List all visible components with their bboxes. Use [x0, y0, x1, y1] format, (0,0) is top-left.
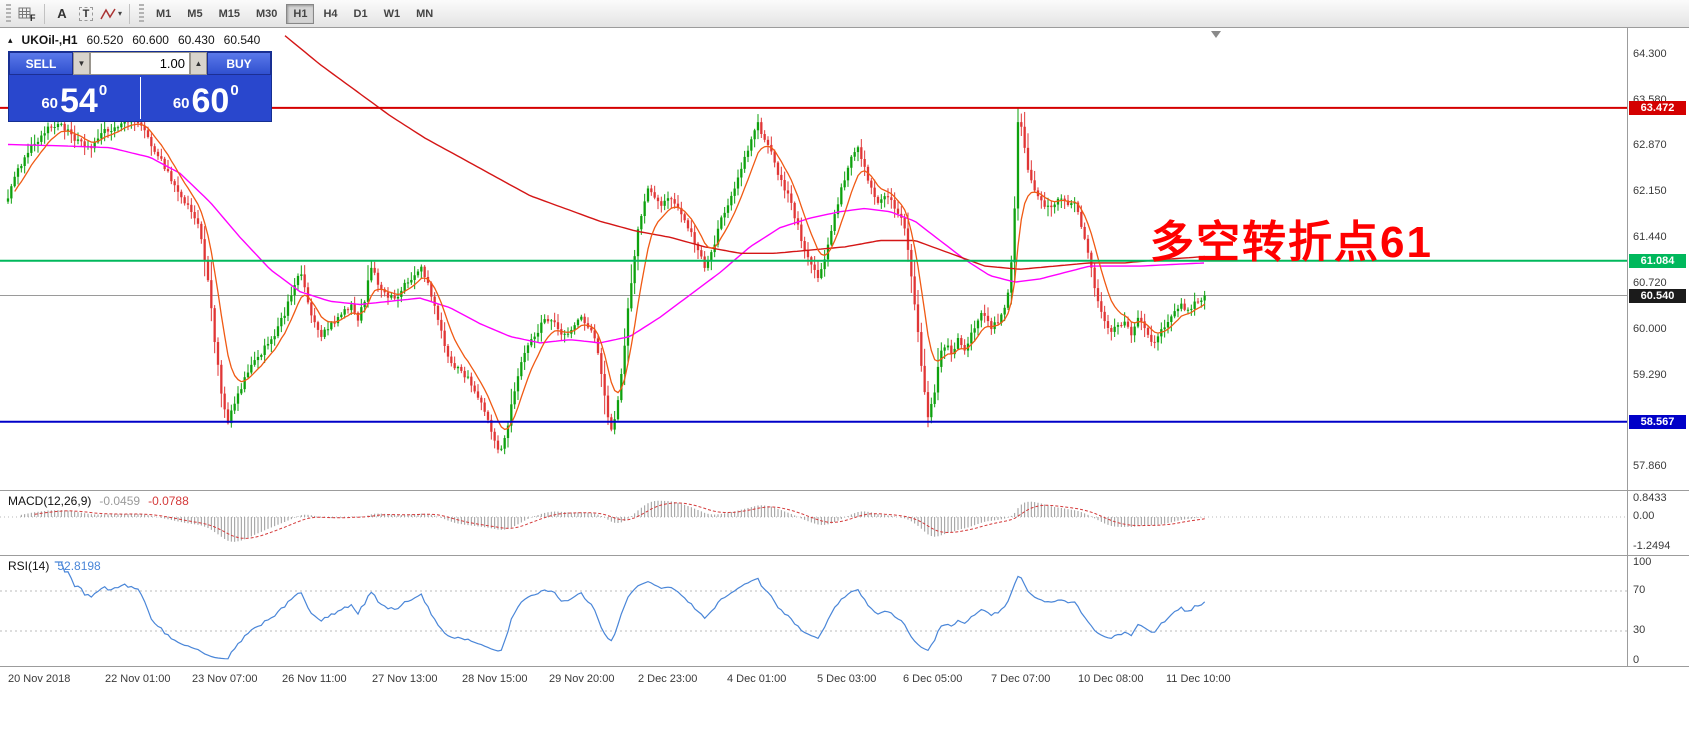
y-axis-label: 57.860 — [1633, 460, 1667, 473]
annotation-text: 多空转折点61 — [1150, 218, 1433, 267]
y-axis-label: 64.300 — [1633, 47, 1667, 60]
rsi-axis-label: 30 — [1633, 624, 1646, 636]
y-axis-label: 60.720 — [1633, 277, 1667, 289]
x-axis-label: 2 Dec 23:00 — [638, 673, 698, 685]
buy-price-sup: 0 — [230, 82, 239, 99]
x-axis-label: 28 Nov 15:00 — [462, 673, 528, 685]
buy-price[interactable]: 60 60 0 — [141, 75, 272, 121]
close-value: 60.540 — [223, 33, 261, 47]
tf-button-h4[interactable]: H4 — [316, 4, 344, 24]
x-axis-label: 22 Nov 01:00 — [105, 673, 171, 685]
toolbar-grip[interactable] — [139, 3, 145, 24]
buy-price-prefix: 60 — [172, 95, 190, 112]
one-click-trading-panel: SELL ▼ ▲ BUY 60 54 0 60 60 0 — [8, 51, 272, 122]
toolbar-grip[interactable] — [6, 3, 11, 24]
symbol-period-label: UKOil-,H1 — [21, 33, 78, 47]
y-axis-label: 60.000 — [1633, 323, 1667, 336]
level-badge: 63.472 — [1629, 100, 1686, 115]
sell-price[interactable]: 60 54 0 — [9, 75, 140, 121]
sell-price-big: 54 — [60, 82, 98, 120]
low-value: 60.430 — [177, 33, 215, 47]
tf-button-h1[interactable]: H1 — [286, 3, 315, 24]
x-axis-label: 10 Dec 08:00 — [1078, 673, 1144, 685]
x-axis-label: 5 Dec 03:00 — [817, 673, 877, 685]
tf-button-m5[interactable]: M5 — [180, 4, 209, 24]
x-axis-label: 11 Dec 10:00 — [1166, 673, 1231, 685]
chevron-up-icon: ▲ — [194, 59, 203, 68]
letter-t: T — [78, 6, 94, 21]
chart-shift-marker-icon[interactable] — [1211, 31, 1221, 38]
rsi-value: 52.8198 — [57, 559, 101, 573]
x-axis-label: 6 Dec 05:00 — [903, 673, 963, 685]
volume-input[interactable] — [90, 52, 190, 75]
macd-axis-label: 0.8433 — [1633, 492, 1667, 504]
level-badge: 61.084 — [1629, 253, 1686, 268]
rsi-axis-label: 100 — [1633, 556, 1652, 568]
sell-price-prefix: 60 — [41, 95, 58, 112]
toolbar: F A T ▾ M1 M5 M15 M30 H1 H4 D1 W1 MN — [0, 0, 1689, 28]
buy-button[interactable]: BUY — [207, 52, 271, 75]
sell-button[interactable]: SELL — [9, 52, 73, 75]
trade-prices-row: 60 54 0 60 60 0 — [9, 75, 271, 121]
text-box-t-icon[interactable]: T — [75, 3, 97, 25]
text-label-a-icon[interactable]: A — [51, 3, 73, 25]
tf-button-m15[interactable]: M15 — [212, 4, 247, 24]
rsi-title: RSI(14) — [8, 559, 50, 573]
zigzag-icon — [100, 7, 116, 19]
macd-title: MACD(12,26,9) — [8, 494, 92, 508]
tf-button-d1[interactable]: D1 — [347, 4, 375, 24]
x-axis-label: 7 Dec 07:00 — [991, 673, 1051, 685]
chevron-down-icon: ▼ — [77, 59, 86, 68]
macd-axis-label: -1.2494 — [1633, 539, 1671, 552]
rsi-label: RSI(14) 52.8198 — [8, 559, 101, 573]
toolbar-separator — [129, 3, 131, 24]
level-badge: 58.567 — [1629, 414, 1686, 429]
macd-label: MACD(12,26,9) -0.0459 -0.0788 — [8, 494, 189, 508]
letter-a: A — [57, 6, 67, 21]
x-axis-label: 27 Nov 13:00 — [372, 673, 438, 685]
tf-button-w1[interactable]: W1 — [377, 4, 408, 24]
tf-button-m30[interactable]: M30 — [249, 4, 284, 24]
trade-controls-row: SELL ▼ ▲ BUY — [9, 52, 271, 75]
y-axis-label: 59.290 — [1633, 368, 1667, 381]
rsi-axis-label: 0 — [1633, 654, 1640, 666]
y-axis-label: 62.150 — [1633, 185, 1667, 198]
high-value: 60.600 — [132, 33, 169, 47]
open-value: 60.520 — [86, 33, 124, 47]
grid-f-icon[interactable]: F — [16, 3, 38, 25]
timeframe-toolbar: M1 M5 M15 M30 H1 H4 D1 W1 MN — [148, 3, 441, 24]
tf-button-mn[interactable]: MN — [409, 4, 440, 24]
chevron-down-icon: ▾ — [118, 9, 123, 18]
macd-axis-label: 0.00 — [1633, 510, 1655, 522]
chart-marker-icon: ▴ — [8, 34, 13, 45]
x-axis-label: 29 Nov 20:00 — [549, 673, 615, 685]
toolbar-separator — [44, 3, 45, 24]
tf-button-m1[interactable]: M1 — [149, 4, 178, 24]
y-axis-label: 61.440 — [1633, 230, 1667, 243]
rsi-axis-label: 70 — [1633, 584, 1646, 596]
macd-signal-value: -0.0788 — [148, 494, 189, 508]
zigzag-tool-icon[interactable]: ▾ — [99, 3, 123, 25]
price-divider — [139, 77, 141, 119]
buy-price-big: 60 — [191, 82, 230, 120]
svg-text:F: F — [30, 13, 36, 22]
x-axis-label: 23 Nov 07:00 — [192, 673, 258, 685]
x-axis-label: 26 Nov 11:00 — [282, 673, 347, 685]
bid-badge: 60.540 — [1629, 288, 1686, 303]
x-axis-label: 4 Dec 01:00 — [727, 673, 787, 685]
volume-stepper-button[interactable]: ▲ — [190, 52, 207, 75]
x-axis-label: 20 Nov 2018 — [8, 673, 71, 685]
sell-price-sup: 0 — [98, 82, 108, 99]
ohlc-info: ▴ UKOil-,H1 60.520 60.600 60.430 60.540 — [8, 33, 260, 47]
volume-dropdown-button[interactable]: ▼ — [73, 52, 90, 75]
y-axis-label: 62.870 — [1633, 139, 1667, 152]
macd-main-value: -0.0459 — [99, 494, 141, 508]
grid-icon: F — [18, 7, 36, 22]
